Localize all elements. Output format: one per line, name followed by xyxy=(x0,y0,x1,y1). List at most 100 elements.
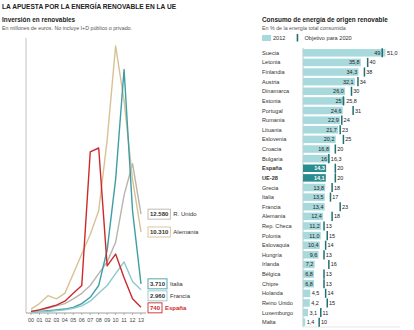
legend-swatch xyxy=(262,35,271,41)
target-tick xyxy=(327,298,329,307)
category-label: Croacia xyxy=(262,146,282,152)
category-label: Holanda xyxy=(262,290,284,296)
target-tick xyxy=(320,308,322,317)
legend-swatch xyxy=(297,34,299,42)
x-tick xyxy=(64,313,65,315)
header-title: LA APUESTA POR LA ENERGÍA RENOVABLE EN L… xyxy=(2,2,177,10)
x-tick-label: 08 xyxy=(96,317,102,323)
target-tick xyxy=(328,260,330,269)
data-label: 4,2 xyxy=(311,300,319,306)
bar xyxy=(303,68,358,76)
target-label: 11 xyxy=(323,310,329,316)
chart-title: Inversión en renovables xyxy=(2,16,76,23)
x-tick xyxy=(31,313,32,315)
bar xyxy=(303,145,330,153)
target-label: 20 xyxy=(337,146,343,152)
x-tick xyxy=(39,313,40,315)
x-tick-label: 13 xyxy=(138,317,144,323)
target-label: 25 xyxy=(345,136,351,142)
series-line xyxy=(31,69,141,312)
data-label: 21,7 xyxy=(326,127,337,133)
data-label: 7,2 xyxy=(306,261,314,267)
target-tick xyxy=(367,58,369,67)
category-label: Irlanda xyxy=(262,261,280,267)
target-label: 13 xyxy=(326,271,332,277)
x-tick-label: 07 xyxy=(87,317,93,323)
target-label: 34 xyxy=(360,79,366,85)
target-tick xyxy=(335,164,337,173)
bar xyxy=(303,213,323,221)
bar xyxy=(303,309,308,317)
bar xyxy=(303,261,315,269)
chart-subtitle: En millones de euros. No incluye I+D púb… xyxy=(2,25,132,31)
data-label: 3,1 xyxy=(310,310,318,316)
bar xyxy=(303,203,325,211)
series-name: Italia xyxy=(170,281,183,287)
data-label: 12.580 xyxy=(150,211,169,217)
data-label: 6,8 xyxy=(305,281,313,287)
category-label: Reino Unido xyxy=(262,300,293,306)
bar xyxy=(303,280,314,288)
x-tick xyxy=(115,313,116,315)
target-tick xyxy=(323,279,325,288)
x-tick-label: 00 xyxy=(28,317,34,323)
target-tick xyxy=(357,77,359,86)
series-name: Francia xyxy=(170,293,191,299)
data-label: 20,2 xyxy=(324,136,335,142)
end-label-box xyxy=(148,303,162,313)
target-tick xyxy=(381,48,383,57)
x-tick xyxy=(73,313,74,315)
target-tick xyxy=(343,135,345,144)
target-label: 38 xyxy=(366,69,372,75)
data-label: 13,5 xyxy=(313,194,324,200)
bar xyxy=(303,165,326,173)
line-chart: Inversión en renovables En millones de eu… xyxy=(2,16,199,323)
x-tick xyxy=(124,313,125,315)
category-label: Bélgica xyxy=(262,271,281,277)
target-label: 15 xyxy=(329,233,335,239)
bar xyxy=(303,290,310,298)
target-label: 20 xyxy=(337,165,343,171)
target-label: 23 xyxy=(342,127,348,133)
category-label: Estonia xyxy=(262,98,282,104)
data-label: 12,4 xyxy=(311,213,322,219)
end-label-box xyxy=(148,291,167,301)
figure: LA APUESTA POR LA ENERGÍA RENOVABLE EN L… xyxy=(0,0,414,330)
target-label: 30 xyxy=(353,88,359,94)
series-line xyxy=(31,164,141,312)
bar xyxy=(303,193,325,201)
x-tick-label: 02 xyxy=(45,317,51,323)
bar xyxy=(303,59,361,67)
data-label: 2.960 xyxy=(150,293,166,299)
x-tick xyxy=(81,313,82,315)
target-tick xyxy=(323,270,325,279)
x-tick xyxy=(98,313,99,315)
data-label: 10,4 xyxy=(308,242,319,248)
target-tick xyxy=(335,144,337,153)
target-tick xyxy=(351,87,353,96)
bar xyxy=(303,126,338,134)
target-label: 16 xyxy=(321,156,327,162)
data-label: 25,8 xyxy=(346,98,357,104)
category-label: Austria xyxy=(262,79,280,85)
target-tick xyxy=(325,289,327,298)
bar xyxy=(303,318,305,326)
x-tick-label: 05 xyxy=(70,317,76,323)
category-label: Suecia xyxy=(262,50,280,56)
lines xyxy=(31,46,141,312)
data-label: 9,6 xyxy=(310,252,318,258)
data-label: 35,8 xyxy=(349,59,360,65)
x-axis xyxy=(303,327,400,328)
bar xyxy=(303,155,329,163)
category-label: Dinamarca xyxy=(262,88,290,94)
x-tick-label: 06 xyxy=(79,317,85,323)
data-label: 10.310 xyxy=(150,229,169,235)
y-axis xyxy=(26,38,27,313)
data-label: 14,1 xyxy=(314,175,325,181)
x-tick-label: 10 xyxy=(113,317,119,323)
legend-label: Objetivo para 2020 xyxy=(304,35,351,41)
target-tick xyxy=(323,250,325,259)
data-label: 3.710 xyxy=(150,281,166,287)
bar xyxy=(303,116,340,124)
target-label: 14 xyxy=(327,290,333,296)
